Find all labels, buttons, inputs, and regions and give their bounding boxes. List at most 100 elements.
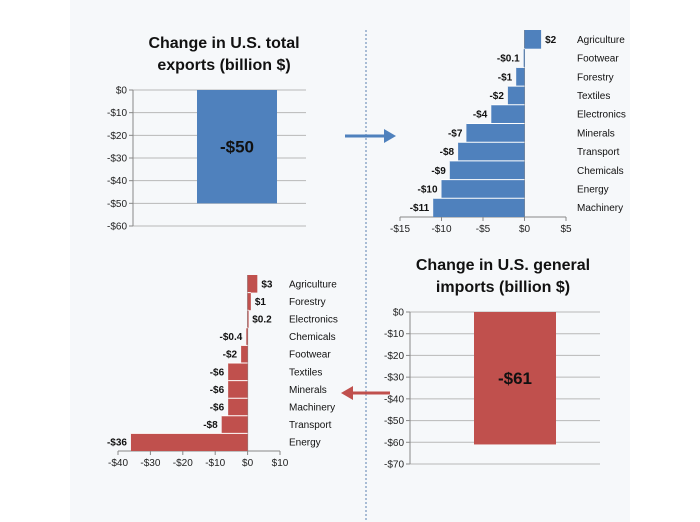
chart-title-line: exports (billion $) — [157, 57, 290, 74]
category-label: Footwear — [577, 54, 619, 65]
data-label: -$1 — [498, 72, 513, 83]
bar — [523, 48, 525, 68]
category-label: Footwear — [289, 350, 331, 361]
bar — [241, 345, 248, 363]
category-label: Machinery — [577, 203, 623, 214]
y-tick-label: -$30 — [107, 154, 127, 165]
y-tick-label: $0 — [393, 308, 405, 319]
bar — [228, 380, 248, 399]
data-label: -$0.1 — [497, 54, 520, 65]
category-label: Energy — [577, 184, 609, 195]
data-label: -$6 — [210, 367, 225, 378]
data-label: -$10 — [417, 184, 437, 195]
data-label: -$61 — [498, 369, 532, 388]
y-tick-label: -$30 — [384, 373, 404, 384]
chart-title-line: Change in U.S. total — [148, 35, 299, 52]
bar — [247, 275, 258, 293]
bar — [246, 327, 248, 346]
arrow-head — [341, 386, 353, 400]
arrow-head — [384, 129, 396, 143]
data-label: -$4 — [473, 110, 488, 121]
exports-by-sector-chart: -$15 -$10 -$5 $0 $5 $2 Agriculture -$0.1 Footwea… — [390, 30, 626, 235]
category-label: Forestry — [577, 72, 614, 83]
imports-total-chart: Change in U.S. general imports (billion $… — [384, 257, 600, 471]
x-tick-label: $0 — [242, 458, 254, 469]
category-label: Agriculture — [289, 279, 337, 290]
y-tick-label: -$50 — [107, 199, 127, 210]
x-tick-label: -$5 — [476, 224, 491, 235]
category-label: Energy — [289, 438, 321, 449]
category-label: Minerals — [577, 128, 615, 139]
x-tick-label: $10 — [272, 458, 289, 469]
bar — [491, 104, 525, 124]
y-tick-label: -$20 — [384, 351, 404, 362]
bar — [449, 160, 525, 180]
data-label: -$7 — [448, 128, 463, 139]
x-tick-label: -$15 — [390, 224, 410, 235]
category-label: Electronics — [289, 315, 338, 326]
category-label: Chemicals — [289, 332, 336, 343]
bar — [130, 433, 248, 451]
data-label: -$0.4 — [220, 332, 243, 343]
bar — [247, 292, 251, 311]
bar — [247, 310, 249, 328]
y-tick-label: -$60 — [384, 438, 404, 449]
category-label: Machinery — [289, 403, 335, 414]
data-label: -$2 — [489, 91, 504, 102]
y-tick-label: $0 — [116, 86, 128, 97]
y-tick-label: -$20 — [107, 131, 127, 142]
bar — [221, 415, 248, 434]
bar — [474, 312, 556, 445]
arrows — [341, 129, 396, 400]
data-label: -$6 — [210, 403, 225, 414]
data-label: $0.2 — [252, 315, 272, 326]
x-tick-label: -$40 — [108, 458, 128, 469]
y-tick-label: -$40 — [384, 394, 404, 405]
category-label: Transport — [577, 147, 620, 158]
category-label: Agriculture — [577, 35, 625, 46]
data-label: -$9 — [431, 166, 446, 177]
x-tick-label: -$20 — [173, 458, 193, 469]
bar — [228, 398, 248, 416]
chart-title-line: Change in U.S. general — [416, 257, 590, 274]
bar — [197, 90, 277, 204]
bar — [516, 67, 525, 87]
x-tick-label: -$10 — [431, 224, 451, 235]
imports-by-sector-chart: -$40 -$30 -$20 -$10 $0 $10 $3 Agriculture $1 Fore… — [107, 275, 338, 469]
chart-title-line: imports (billion $) — [436, 279, 570, 296]
data-label: -$50 — [220, 138, 254, 157]
category-label: Textiles — [289, 367, 322, 378]
category-label: Textiles — [577, 91, 610, 102]
bar — [228, 363, 248, 381]
exports-total-chart: Change in U.S. total exports (billion $) $… — [107, 35, 306, 233]
y-tick-label: -$50 — [384, 416, 404, 427]
data-label: $1 — [255, 297, 267, 308]
x-tick-label: -$30 — [140, 458, 160, 469]
y-tick-label: -$10 — [384, 329, 404, 340]
bar — [524, 30, 542, 49]
x-tick-label: $0 — [519, 224, 531, 235]
x-tick-label: -$10 — [205, 458, 225, 469]
data-label: $2 — [545, 35, 557, 46]
data-label: -$8 — [440, 147, 455, 158]
y-tick-label: -$70 — [384, 460, 404, 471]
bar — [458, 142, 525, 161]
bar — [466, 123, 525, 143]
category-label: Electronics — [577, 110, 626, 121]
data-label: -$2 — [223, 350, 238, 361]
bar — [433, 198, 525, 217]
data-label: -$8 — [203, 420, 218, 431]
bar — [441, 179, 525, 199]
data-label: $3 — [261, 279, 273, 290]
data-label: -$36 — [107, 438, 127, 449]
data-label: -$6 — [210, 385, 225, 396]
x-tick-label: $5 — [560, 224, 572, 235]
y-tick-label: -$60 — [107, 222, 127, 233]
y-tick-label: -$10 — [107, 108, 127, 119]
bar — [507, 86, 525, 105]
category-label: Minerals — [289, 385, 327, 396]
category-label: Chemicals — [577, 166, 624, 177]
category-label: Transport — [289, 420, 332, 431]
